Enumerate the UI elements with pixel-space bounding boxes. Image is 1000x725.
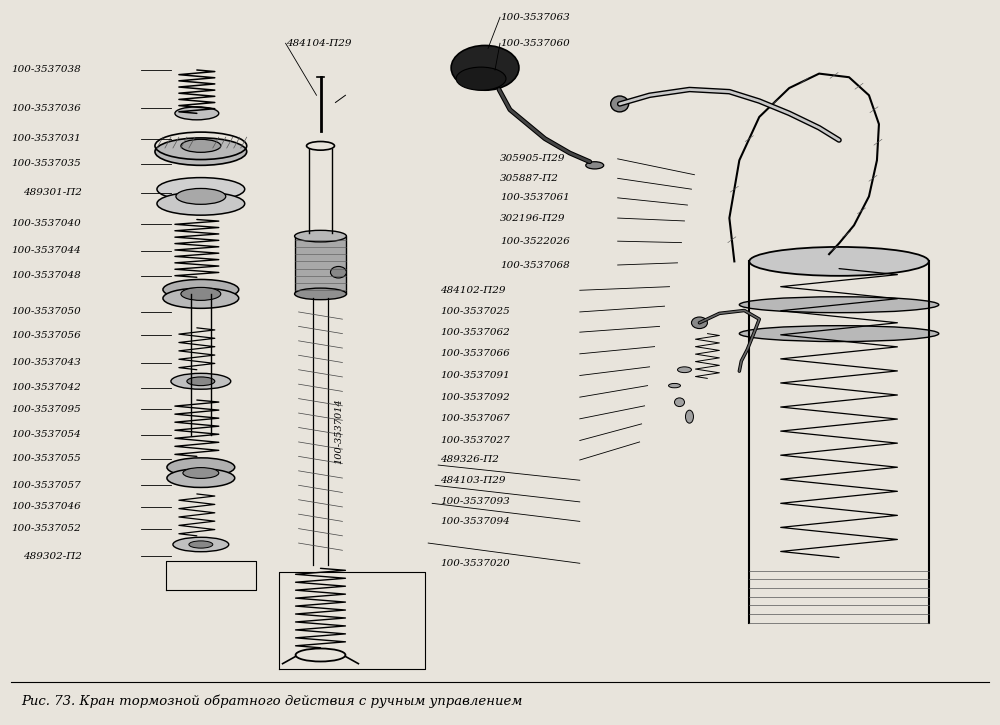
Text: 489301-П2: 489301-П2: [23, 188, 82, 197]
Text: 100-3537068: 100-3537068: [500, 260, 570, 270]
Text: 100-3537025: 100-3537025: [440, 307, 510, 316]
Ellipse shape: [189, 541, 213, 548]
FancyBboxPatch shape: [295, 236, 346, 294]
Text: 305905-П29: 305905-П29: [500, 154, 566, 163]
Ellipse shape: [176, 188, 226, 204]
Text: 100-3537044: 100-3537044: [11, 246, 81, 255]
Text: 100-3537092: 100-3537092: [440, 393, 510, 402]
Text: 484103-П29: 484103-П29: [440, 476, 506, 485]
Ellipse shape: [739, 326, 939, 341]
Text: 100-3537052: 100-3537052: [11, 524, 81, 533]
Text: 302196-П29: 302196-П29: [500, 214, 566, 223]
Ellipse shape: [451, 46, 519, 90]
Ellipse shape: [611, 96, 629, 112]
Text: 100-3537020: 100-3537020: [440, 559, 510, 568]
Ellipse shape: [155, 138, 247, 165]
Ellipse shape: [187, 377, 215, 386]
Ellipse shape: [685, 410, 693, 423]
Ellipse shape: [183, 468, 219, 478]
Text: 100-3522026: 100-3522026: [500, 236, 570, 246]
Ellipse shape: [669, 384, 680, 388]
Text: 100-3537093: 100-3537093: [440, 497, 510, 506]
Text: 100-3537036: 100-3537036: [11, 104, 81, 113]
Text: 484102-П29: 484102-П29: [440, 286, 506, 295]
Ellipse shape: [171, 373, 231, 389]
Ellipse shape: [157, 192, 245, 215]
Ellipse shape: [739, 297, 939, 312]
Text: 100-3537066: 100-3537066: [440, 349, 510, 358]
Text: 100-3537048: 100-3537048: [11, 271, 81, 281]
Text: 100-3537050: 100-3537050: [11, 307, 81, 316]
Ellipse shape: [749, 247, 929, 276]
Ellipse shape: [456, 67, 506, 90]
Ellipse shape: [157, 178, 245, 201]
Text: 100-3537091: 100-3537091: [440, 371, 510, 380]
Text: 100-3537094: 100-3537094: [440, 517, 510, 526]
Text: 100-3537060: 100-3537060: [500, 38, 570, 48]
Text: 100-3537054: 100-3537054: [11, 430, 81, 439]
Ellipse shape: [173, 537, 229, 552]
Text: Рис. 73. Кран тормозной обратного действия с ручным управлением: Рис. 73. Кран тормозной обратного действ…: [21, 695, 523, 708]
Ellipse shape: [586, 162, 604, 169]
Text: 100-3537046: 100-3537046: [11, 502, 81, 511]
Ellipse shape: [295, 231, 346, 242]
Text: 100-3537035: 100-3537035: [11, 160, 81, 168]
Text: 100-3537043: 100-3537043: [11, 358, 81, 367]
Text: 100-3537040: 100-3537040: [11, 220, 81, 228]
Text: 100-3537095: 100-3537095: [11, 405, 81, 414]
Ellipse shape: [167, 457, 235, 476]
Ellipse shape: [675, 398, 684, 407]
Text: 100-3537067: 100-3537067: [440, 414, 510, 423]
Text: 100-3537057: 100-3537057: [11, 481, 81, 490]
Ellipse shape: [175, 107, 219, 120]
Ellipse shape: [167, 468, 235, 487]
Text: 100-3537055: 100-3537055: [11, 454, 81, 463]
Text: 100-3537056: 100-3537056: [11, 331, 81, 339]
Text: 489302-П2: 489302-П2: [23, 552, 82, 560]
Ellipse shape: [163, 279, 239, 299]
Ellipse shape: [295, 288, 346, 299]
Circle shape: [691, 317, 707, 328]
Text: 100-3537027: 100-3537027: [440, 436, 510, 445]
Text: 100-3537062: 100-3537062: [440, 328, 510, 336]
Text: 489326-П2: 489326-П2: [440, 455, 499, 465]
Text: 100-3537063: 100-3537063: [500, 13, 570, 22]
Text: 305887-П2: 305887-П2: [500, 174, 559, 183]
Ellipse shape: [678, 367, 691, 373]
Text: 100-3537031: 100-3537031: [11, 134, 81, 143]
Text: 100-3537014: 100-3537014: [334, 398, 343, 464]
Text: 100-3537042: 100-3537042: [11, 384, 81, 392]
Text: 100-3537038: 100-3537038: [11, 65, 81, 75]
Text: 100-3537061: 100-3537061: [500, 194, 570, 202]
Ellipse shape: [181, 287, 221, 300]
Ellipse shape: [181, 139, 221, 152]
Circle shape: [330, 267, 346, 278]
Text: 484104-П29: 484104-П29: [286, 38, 351, 48]
Ellipse shape: [163, 288, 239, 308]
